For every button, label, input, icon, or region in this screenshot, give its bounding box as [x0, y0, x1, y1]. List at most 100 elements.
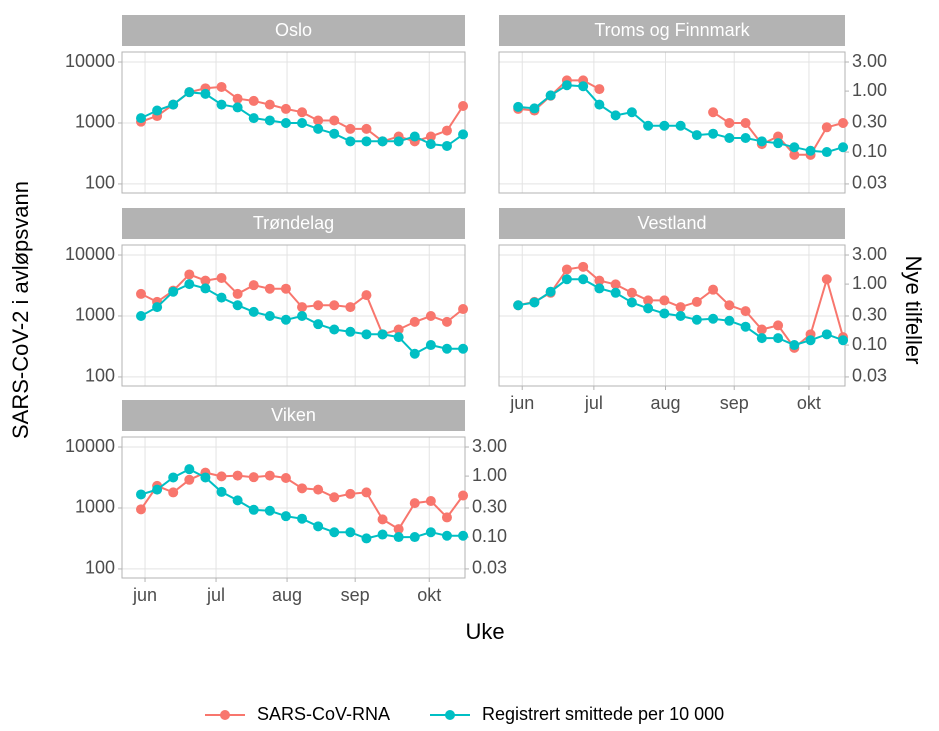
data-point [659, 295, 670, 306]
data-point [280, 314, 291, 325]
data-point [361, 123, 372, 134]
data-point [393, 524, 404, 535]
data-point [248, 472, 259, 483]
facet-strip [499, 15, 845, 46]
data-point [232, 495, 243, 506]
series-line [518, 84, 844, 154]
data-point [152, 302, 163, 313]
data-point [297, 302, 308, 313]
data-point [756, 136, 767, 147]
data-point [513, 300, 524, 311]
data-point [393, 136, 404, 147]
y2-axis-title: Nye tilfeller [901, 256, 926, 365]
data-point [773, 320, 784, 331]
data-point [529, 103, 540, 114]
data-point [329, 115, 340, 126]
data-point [789, 149, 800, 160]
data-point [264, 470, 275, 481]
x-tick-label: okt [797, 393, 821, 413]
data-point [594, 99, 605, 110]
legend-marker [220, 710, 230, 720]
y-tick-label: 10000 [65, 51, 115, 71]
data-point [232, 93, 243, 104]
data-point [329, 492, 340, 503]
data-point [345, 136, 356, 147]
data-point [329, 300, 340, 311]
legend-label: SARS-CoV-RNA [257, 704, 390, 724]
data-point [409, 131, 420, 142]
legend-marker [445, 710, 455, 720]
data-point [313, 319, 324, 330]
y-tick-label: 100 [85, 558, 115, 578]
data-point [708, 284, 719, 295]
y2-tick-label: 0.10 [852, 141, 887, 161]
data-point [643, 120, 654, 131]
data-point [313, 115, 324, 126]
data-point [643, 295, 654, 306]
data-point [361, 329, 372, 340]
x-tick-label: jul [584, 393, 603, 413]
data-point [329, 527, 340, 538]
data-point [264, 310, 275, 321]
data-point [610, 287, 621, 298]
facet-title: Troms og Finnmark [594, 20, 750, 40]
data-point [805, 145, 816, 156]
data-point [280, 117, 291, 128]
y2-tick-label: 0.03 [852, 173, 887, 193]
data-point [594, 275, 605, 286]
y2-tick-label: 0.30 [472, 497, 507, 517]
data-point [409, 532, 420, 543]
data-point [561, 264, 572, 275]
data-point [264, 115, 275, 126]
x-tick-label: aug [272, 585, 302, 605]
data-point [691, 314, 702, 325]
x-tick-label: sep [341, 585, 370, 605]
data-point [313, 484, 324, 495]
data-point [425, 496, 436, 507]
y2-tick-label: 3.00 [852, 51, 887, 71]
data-point [643, 303, 654, 314]
data-point [216, 81, 227, 92]
data-point [425, 139, 436, 150]
data-point [232, 288, 243, 299]
data-point [740, 133, 751, 144]
data-point [578, 81, 589, 92]
data-point [361, 487, 372, 498]
y-tick-label: 10000 [65, 244, 115, 264]
data-point [216, 292, 227, 303]
data-point [626, 107, 637, 118]
data-point [441, 125, 452, 136]
data-point [458, 100, 469, 111]
data-point [361, 533, 372, 544]
data-point [200, 88, 211, 99]
data-point [626, 287, 637, 298]
data-point [168, 99, 179, 110]
data-point [610, 279, 621, 290]
data-point [561, 80, 572, 91]
data-point [152, 105, 163, 116]
data-point [136, 504, 147, 515]
data-point [297, 310, 308, 321]
data-point [724, 117, 735, 128]
data-point [821, 274, 832, 285]
facet-strip [499, 208, 845, 239]
data-point [545, 90, 556, 101]
y2-tick-label: 0.10 [472, 526, 507, 546]
data-point [280, 103, 291, 114]
data-point [409, 348, 420, 359]
data-point [425, 310, 436, 321]
data-point [136, 288, 147, 299]
x-tick-label: jun [132, 585, 157, 605]
data-point [740, 321, 751, 332]
y-tick-label: 1000 [75, 305, 115, 325]
data-point [578, 274, 589, 285]
y2-tick-label: 3.00 [852, 244, 887, 264]
data-point [280, 473, 291, 484]
data-point [724, 300, 735, 311]
data-point [789, 142, 800, 153]
data-point [458, 530, 469, 541]
facet-title: Viken [271, 405, 316, 425]
data-point [264, 283, 275, 294]
y2-tick-label: 0.10 [852, 334, 887, 354]
data-point [361, 290, 372, 301]
